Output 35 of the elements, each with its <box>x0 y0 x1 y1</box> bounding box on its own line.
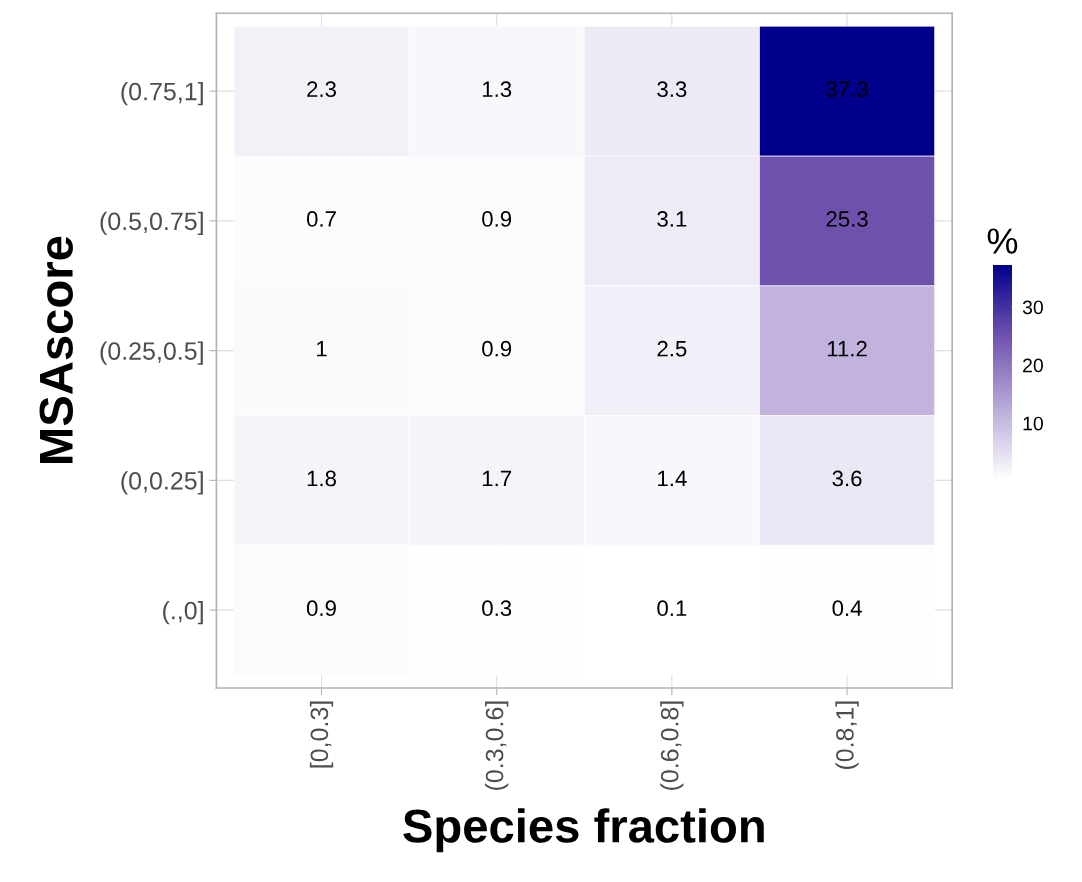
y-tick-label: (0.5,0.75] <box>100 211 203 236</box>
data-label: 3.1 <box>657 211 687 227</box>
data-label: 2.5 <box>657 340 687 357</box>
y-tick-label: (0.25,0.5] <box>100 341 203 365</box>
data-label: 0.9 <box>482 340 512 357</box>
data-label: 0.7 <box>306 211 336 227</box>
data-label: 3.6 <box>832 470 862 487</box>
y-axis-title: MSAscore <box>39 236 73 463</box>
data-label: 0.9 <box>482 211 512 227</box>
data-label: 25.3 <box>826 211 868 227</box>
y-tick-label: (0,0.25] <box>121 471 203 495</box>
x-tick-label: (0.3,0.6] <box>485 701 509 790</box>
y-tick-label: (.,0] <box>163 601 203 625</box>
data-label: 37.3 <box>826 81 868 98</box>
color-bar-title: % <box>987 228 1018 254</box>
data-label: 1.4 <box>658 470 687 487</box>
x-tick-label: (0.6,0.8] <box>660 701 684 790</box>
data-label: 2.3 <box>307 81 336 98</box>
x-tick-label: (0.8,1] <box>835 701 859 770</box>
data-label: 0.3 <box>482 600 512 617</box>
data-label: 3.3 <box>657 81 687 98</box>
data-label: 0.9 <box>306 600 336 617</box>
color-bar-label: 20 <box>1023 358 1043 373</box>
data-label: 0.4 <box>832 600 862 617</box>
color-bar-label: 30 <box>1022 300 1043 315</box>
color-bar-label: 10 <box>1023 416 1043 431</box>
data-label: 11.2 <box>827 340 867 357</box>
y-tick-label: (0.75,1] <box>121 82 203 106</box>
data-label: 1 <box>317 341 327 357</box>
data-label: 1.3 <box>482 81 512 98</box>
data-label: 1.8 <box>307 470 336 487</box>
data-label: 0.1 <box>657 600 687 617</box>
x-tick-label: [0,0.3] <box>309 701 334 768</box>
data-label: 1.7 <box>482 470 512 487</box>
x-axis-title: Species fraction <box>403 808 764 853</box>
